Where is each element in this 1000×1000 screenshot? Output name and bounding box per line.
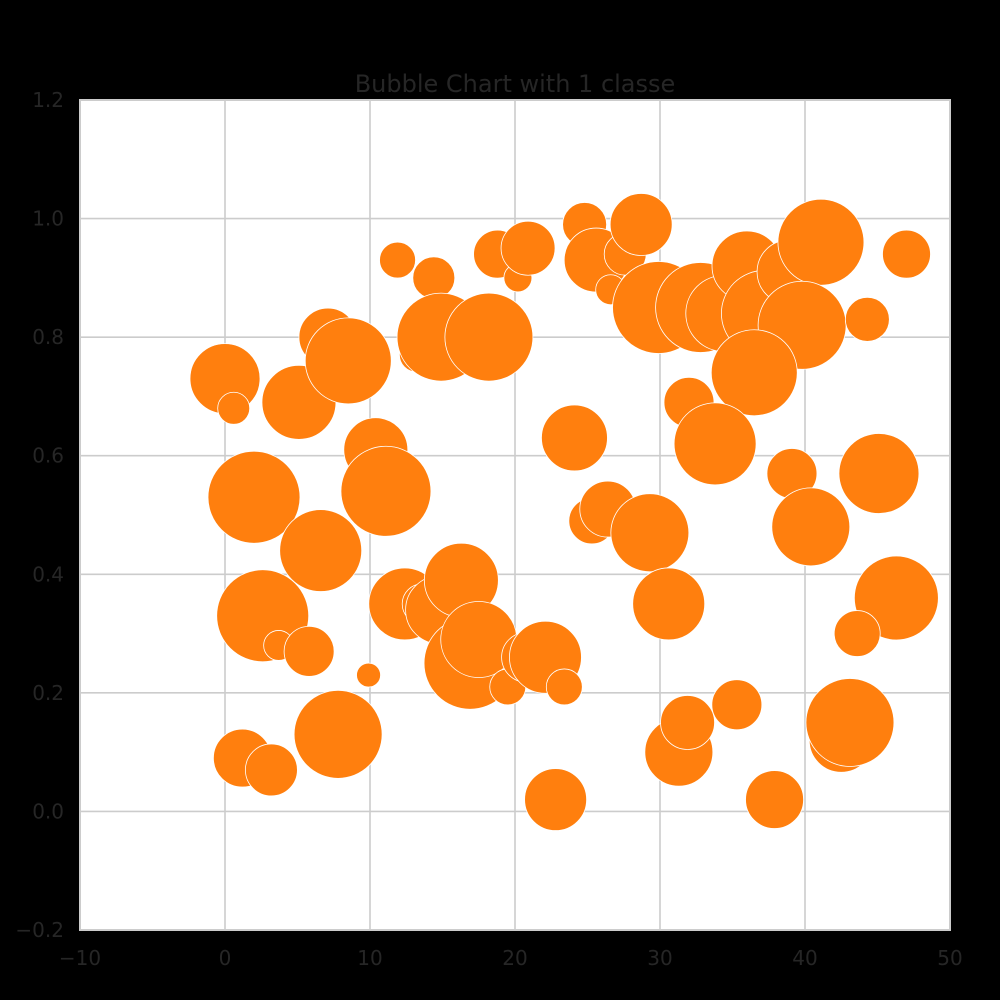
y-axis-ticks: −0.2 0.0 0.2 0.4 0.6 0.8 1.0 1.2 <box>15 88 64 942</box>
y-tick-label: 0.4 <box>32 562 64 586</box>
bubble-point <box>771 487 851 567</box>
y-tick-label: 0.8 <box>32 325 64 349</box>
bubble-point <box>882 229 931 279</box>
bubble-point <box>412 256 456 300</box>
bubble-point <box>710 329 798 417</box>
bubble-point <box>293 689 383 779</box>
bubble-point <box>838 433 920 514</box>
bubble-point <box>541 404 608 472</box>
y-tick-label: 0.6 <box>32 444 64 468</box>
x-tick-label: 50 <box>937 946 962 970</box>
x-tick-label: 30 <box>647 946 672 970</box>
y-tick-label: 1.0 <box>32 207 64 231</box>
bubble-point <box>217 391 251 425</box>
bubbles <box>189 193 939 831</box>
x-tick-label: −10 <box>59 946 101 970</box>
bubble-point <box>207 450 301 544</box>
bubble-point <box>279 509 363 592</box>
y-tick-label: 0.0 <box>32 799 64 823</box>
bubble-point <box>545 668 583 706</box>
x-tick-label: 0 <box>219 946 232 970</box>
bubble-point <box>745 770 804 829</box>
bubble-point <box>379 241 416 279</box>
y-tick-label: 1.2 <box>32 88 64 112</box>
bubble-point <box>356 662 381 688</box>
bubble-point <box>632 567 706 641</box>
x-tick-label: 40 <box>792 946 817 970</box>
bubble-point <box>711 679 763 731</box>
bubble-point <box>610 493 690 573</box>
bubble-point <box>673 402 757 486</box>
bubble-point <box>805 678 895 767</box>
bubble-point <box>500 220 556 276</box>
y-tick-label: 0.2 <box>32 681 64 705</box>
bubble-point <box>244 743 298 797</box>
bubble-point <box>833 610 881 657</box>
bubble-point <box>444 292 534 382</box>
bubble-point <box>660 695 715 750</box>
x-tick-label: 10 <box>357 946 382 970</box>
bubble-point <box>524 768 587 831</box>
bubble-point <box>340 445 432 537</box>
x-axis-ticks: −10 0 10 20 30 40 50 <box>59 946 963 970</box>
chart-title: Bubble Chart with 1 classe <box>355 70 676 98</box>
y-tick-label: −0.2 <box>15 918 64 942</box>
bubble-point <box>283 625 335 677</box>
bubble-point <box>609 193 673 256</box>
bubble-point <box>777 198 865 286</box>
x-tick-label: 20 <box>502 946 527 970</box>
bubble-point <box>844 296 890 342</box>
bubble-point <box>304 317 392 405</box>
